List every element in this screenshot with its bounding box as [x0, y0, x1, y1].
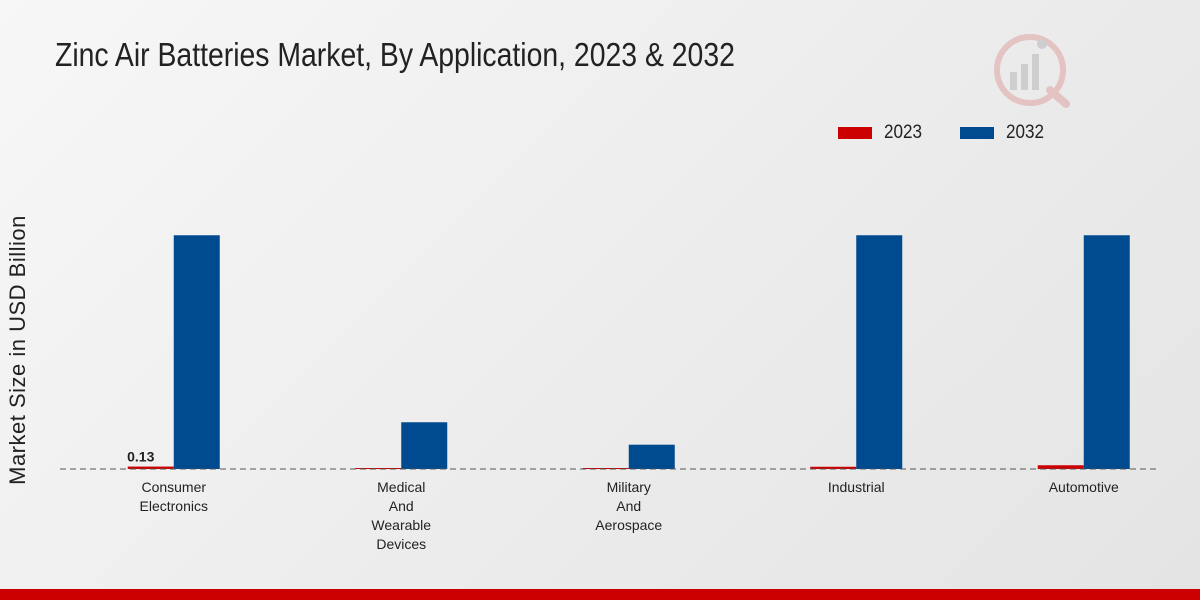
- legend-item-2023: 2023: [838, 122, 926, 144]
- legend-label-2023: 2023: [884, 122, 923, 143]
- bar-2032-2: [628, 444, 675, 469]
- x-tick-label-2: Military And Aerospace: [595, 479, 662, 533]
- legend-label-2032: 2032: [1006, 122, 1045, 143]
- bar-2032-1: [401, 422, 448, 469]
- bottom-accent-bar: [0, 589, 1200, 600]
- bar-2032-4: [1083, 235, 1130, 469]
- chart-title: Zinc Air Batteries Market, By Applicatio…: [55, 36, 735, 73]
- legend: 2023 2032: [838, 122, 1083, 144]
- bar-2032-3: [856, 235, 903, 469]
- x-tick-label-1: Medical And Wearable Devices: [371, 479, 431, 552]
- legend-swatch-2032: [960, 127, 995, 139]
- bar-2023-3: [810, 466, 857, 469]
- x-tick-label-3: Industrial: [828, 479, 885, 495]
- legend-swatch-2023: [838, 127, 872, 139]
- watermark-logo-icon: [994, 34, 1070, 108]
- data-label-0: 0.13: [127, 449, 154, 465]
- bar-2023-4: [1037, 465, 1084, 469]
- bar-2023-1: [355, 468, 402, 469]
- bar-2023-0: [127, 466, 174, 469]
- bar-2032-0: [173, 235, 220, 469]
- x-tick-label-4: Automotive: [1049, 479, 1119, 495]
- x-tick-label-0: Consumer Electronics: [140, 479, 208, 514]
- legend-item-2032: 2032: [960, 122, 1048, 144]
